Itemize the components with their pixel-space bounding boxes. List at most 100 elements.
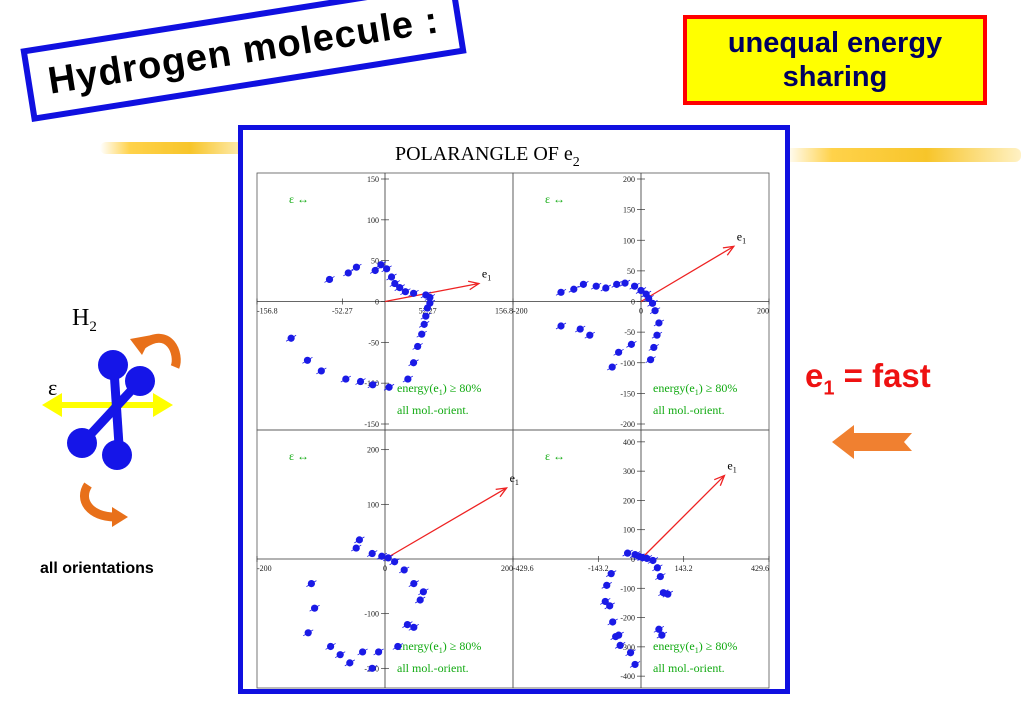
energy-annotation-rest: ) ≥ 80%	[699, 381, 738, 395]
epsilon-label: ε ↔	[289, 192, 309, 206]
data-point	[615, 348, 623, 356]
data-point	[369, 381, 377, 389]
energy-annotation: energy(e1) ≥ 80%	[397, 639, 481, 655]
data-point	[387, 273, 396, 281]
e1-arrow-label: e1	[482, 267, 491, 283]
note-box: unequal energy sharing	[683, 15, 987, 105]
e1-arrow-head	[713, 474, 726, 486]
data-point	[418, 330, 426, 338]
energy-annotation: energy(e1) ≥ 80%	[397, 381, 481, 397]
rotate-arrow-bottom-icon	[80, 482, 116, 522]
x-tick-label: 156.8	[495, 307, 513, 316]
y-tick-label: -300	[620, 643, 635, 652]
e1-arrow-label-sub: 1	[733, 466, 737, 475]
y-tick-label: -150	[364, 420, 379, 429]
y-tick-label: 100	[367, 216, 379, 225]
y-tick-label: 150	[367, 175, 379, 184]
data-point	[579, 280, 587, 288]
energy-annotation-text: energy(e	[653, 639, 695, 653]
data-point	[570, 285, 578, 293]
e1-arrow-head	[467, 280, 481, 291]
y-tick-label: 100	[367, 500, 379, 509]
orientation-annotation: all mol.-orient.	[397, 661, 469, 675]
data-point	[609, 618, 617, 626]
e1-arrow-label-sub: 1	[487, 274, 491, 283]
data-point	[416, 596, 424, 604]
svg-text:H2: H2	[72, 305, 97, 335]
y-tick-label: -50	[368, 338, 379, 347]
data-point	[650, 343, 658, 352]
data-point	[371, 266, 379, 275]
e1-arrow-label-text: e	[727, 459, 732, 473]
epsilon-label: ε ↔	[545, 449, 565, 463]
molecule-sub: 2	[89, 319, 97, 335]
y-tick-label: 400	[623, 438, 635, 447]
note-line-2: sharing	[782, 61, 888, 93]
energy-annotation-rest: ) ≥ 80%	[443, 381, 482, 395]
orientation-annotation: all mol.-orient.	[653, 661, 725, 675]
data-point	[648, 299, 657, 307]
data-point	[375, 648, 383, 656]
data-point	[303, 356, 312, 364]
y-tick-label: 0	[631, 298, 635, 307]
data-point	[368, 664, 376, 672]
data-point	[414, 342, 422, 351]
y-tick-label: -400	[620, 672, 635, 681]
y-tick-label: 150	[623, 206, 635, 215]
epsilon-label: ε ↔	[289, 449, 309, 463]
data-point	[616, 641, 624, 649]
data-point	[420, 320, 428, 328]
energy-annotation: energy(e1) ≥ 80%	[653, 381, 737, 397]
data-point	[658, 631, 666, 639]
data-point	[606, 602, 614, 610]
panel-4: 400 300 200 100 0 -100 -200 -300 -400 -429.6 -143.…	[512, 429, 770, 689]
data-point	[391, 558, 399, 566]
e1-arrow-label-sub: 1	[742, 236, 746, 245]
chart-title-text: POLARANGLE OF e	[395, 143, 573, 165]
energy-annotation-rest: ) ≥ 80%	[443, 639, 482, 653]
x-tick-label: 200	[757, 307, 769, 316]
title-box: Hydrogen molecule :	[20, 0, 467, 123]
epsilon-arrow-left	[42, 393, 62, 417]
x-tick-label: -200	[257, 564, 272, 573]
orientation-annotation: all mol.-orient.	[653, 403, 725, 417]
data-point	[327, 642, 335, 651]
data-point	[656, 572, 664, 581]
x-tick-label: -52.27	[332, 307, 353, 316]
data-point	[592, 282, 600, 290]
y-tick-label: -200	[620, 614, 635, 623]
data-point	[391, 279, 399, 288]
y-tick-label: -200	[620, 420, 635, 429]
data-point	[613, 280, 621, 288]
note-text: unequal energy sharing	[728, 26, 942, 94]
e1-arrow-label: e1	[510, 471, 519, 487]
data-point	[637, 286, 645, 295]
orientation-annotation: all mol.-orient.	[397, 403, 469, 417]
data-point	[664, 590, 672, 598]
data-point	[651, 307, 659, 315]
fast-label: e1 = fast	[805, 357, 931, 401]
chart-title: POLARANGLE OF e2	[395, 143, 580, 170]
data-point	[419, 588, 427, 596]
y-tick-label: -100	[364, 610, 379, 619]
data-point	[602, 284, 610, 292]
data-point	[607, 570, 615, 578]
x-tick-label: -200	[513, 307, 528, 316]
energy-annotation-sub: 1	[695, 388, 699, 397]
decor-brush-left	[100, 142, 250, 154]
data-point	[400, 566, 408, 574]
data-point	[336, 651, 344, 659]
data-point	[352, 263, 361, 271]
data-point	[655, 319, 663, 327]
epsilon-label: ε	[48, 375, 57, 400]
energy-annotation-sub: 1	[439, 646, 443, 655]
data-point	[403, 621, 411, 629]
y-tick-label: 100	[623, 526, 635, 535]
epsilon-label: ε ↔	[545, 192, 565, 206]
data-point	[394, 642, 402, 651]
e1-arrow-head	[495, 487, 509, 498]
x-tick-label: 200	[501, 564, 513, 573]
data-point	[317, 367, 325, 375]
energy-annotation-text: energy(e	[397, 639, 439, 653]
